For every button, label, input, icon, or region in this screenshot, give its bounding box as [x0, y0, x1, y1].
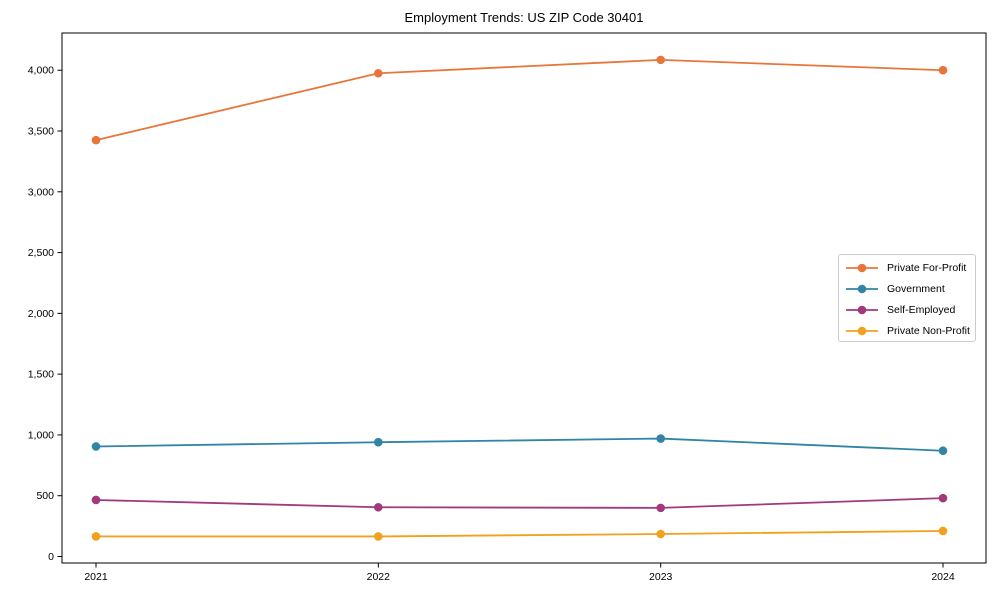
y-tick-label: 0 [48, 551, 54, 563]
legend-line-marker-icon [846, 305, 878, 314]
series-marker-self-employed [938, 493, 948, 503]
series-marker-private-for-profit [656, 55, 665, 65]
legend-entry-self-employed: Self-Employed [845, 299, 975, 320]
y-tick-label: 500 [36, 490, 54, 502]
y-tick-label: 3,500 [28, 126, 54, 138]
series-marker-government [374, 437, 383, 447]
x-tick-label: 2023 [649, 571, 673, 583]
series-marker-private-non-profit [374, 532, 383, 541]
series-line-private-for-profit [95, 58, 944, 141]
series-line-private-non-profit [96, 530, 944, 538]
y-tick-label: 1,000 [28, 429, 54, 441]
legend-label: Government [887, 282, 945, 295]
legend-entry-government: Government [845, 278, 975, 299]
chart-title: Employment Trends: US ZIP Code 30401 [404, 10, 644, 25]
legend-line-marker-icon [846, 284, 878, 293]
legend-label: Self-Employed [887, 303, 956, 316]
x-tick-label: 2022 [367, 571, 391, 583]
chart-legend: Private For-Profit Government Self-Employe… [838, 254, 976, 342]
series-marker-private-for-profit [374, 68, 383, 78]
y-tick-label: 2,000 [28, 308, 54, 320]
y-tick-label: 3,000 [28, 186, 54, 198]
series-marker-self-employed [656, 503, 665, 513]
legend-label: Private For-Profit [887, 261, 967, 274]
series-line-government [95, 437, 944, 452]
x-tick-label: 2024 [931, 571, 955, 583]
y-tick-label: 2,500 [28, 247, 54, 259]
legend-line-marker-icon [846, 263, 878, 272]
series-marker-self-employed [91, 495, 101, 505]
legend-line-marker-icon [846, 326, 878, 335]
series-marker-private-non-profit [656, 529, 665, 539]
x-tick-label: 2021 [84, 571, 108, 583]
series-marker-private-for-profit [91, 135, 101, 145]
series-marker-private-non-profit [91, 532, 101, 541]
legend-label: Private Non-Profit [887, 324, 970, 337]
y-tick-label: 4,000 [28, 65, 54, 77]
series-marker-government [938, 446, 948, 456]
plot-border [61, 32, 987, 564]
series-marker-self-employed [374, 502, 383, 512]
series-marker-private-non-profit [938, 526, 948, 536]
series-marker-government [656, 434, 665, 443]
legend-entry-private-non-profit: Private Non-Profit [845, 320, 975, 341]
legend-entry-private-for-profit: Private For-Profit [845, 257, 975, 278]
series-line-self-employed [95, 497, 944, 509]
series-marker-private-for-profit [938, 65, 948, 75]
y-tick-label: 1,500 [28, 369, 54, 381]
series-marker-government [91, 442, 101, 451]
